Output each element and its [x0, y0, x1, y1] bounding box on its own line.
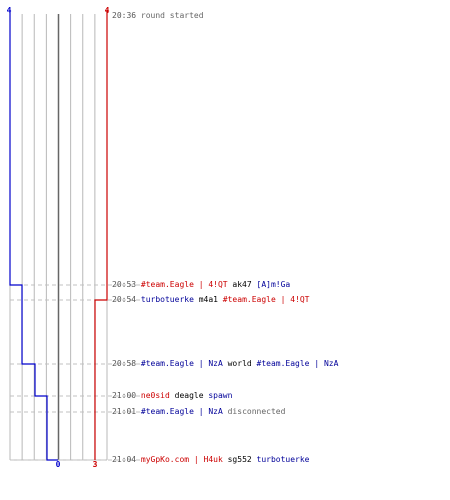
red-end-count-label: 3	[93, 460, 98, 469]
blue-start-count-label: 4	[7, 6, 12, 15]
red-start-count-label: 4	[105, 6, 110, 15]
blue-team-alive-line	[9, 10, 58, 461]
blue-end-count-label: 0	[56, 460, 61, 469]
red-team-alive-line	[94, 10, 108, 460]
